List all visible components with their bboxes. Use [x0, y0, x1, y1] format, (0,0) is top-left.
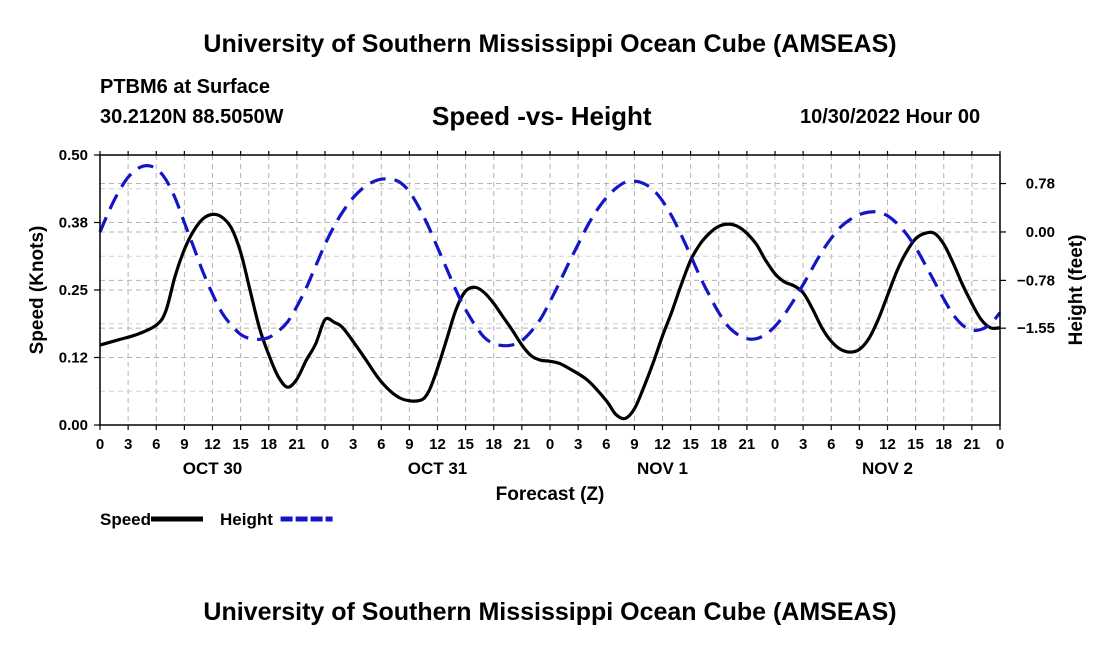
- x-day-label: OCT 30: [183, 459, 243, 478]
- x-tick-label: 0: [96, 436, 104, 453]
- x-tick-label: 9: [180, 436, 188, 453]
- chart-legend: Speed Height: [100, 510, 333, 529]
- x-tick-label: 12: [429, 436, 446, 453]
- legend-label-speed: Speed: [100, 510, 151, 529]
- x-tick-label: 12: [204, 436, 221, 453]
- x-tick-label: 3: [349, 436, 357, 453]
- x-tick-label: 3: [124, 436, 132, 453]
- x-tick-label: 6: [602, 436, 610, 453]
- y-left-tick-label: 0.50: [59, 147, 88, 164]
- x-tick-label: 12: [879, 436, 896, 453]
- x-day-label: NOV 2: [862, 459, 913, 478]
- x-tick-label: 21: [514, 436, 531, 453]
- x-tick-label: 12: [654, 436, 671, 453]
- x-tick-label: 0: [546, 436, 554, 453]
- x-tick-label: 0: [321, 436, 329, 453]
- chart-axes: 0 3 6 9 12 15 18 21 0 3 6 9 12 15 18 21 0 3 6 9 12 15 18 21 0 3 6 9…: [27, 147, 1087, 505]
- y-left-tick-label: 0.38: [59, 215, 88, 232]
- x-tick-label: 18: [935, 436, 952, 453]
- y-right-tick-label: −1.55: [1017, 320, 1055, 337]
- x-tick-label: 15: [682, 436, 699, 453]
- y-left-axis-title: Speed (Knots): [27, 226, 48, 355]
- x-tick-label: 9: [405, 436, 413, 453]
- y-left-tick-label: 0.12: [59, 350, 88, 367]
- chart-subtitle: Speed -vs- Height: [432, 101, 652, 131]
- x-tick-label: 15: [232, 436, 249, 453]
- chart-main-title: University of Southern Mississippi Ocean…: [203, 30, 897, 58]
- x-tick-label: 9: [630, 436, 638, 453]
- x-axis-title: Forecast (Z): [496, 484, 605, 505]
- forecast-datetime: 10/30/2022 Hour 00: [800, 106, 981, 128]
- series-line-height: [98, 164, 1002, 348]
- x-tick-label: 15: [457, 436, 474, 453]
- y-right-tick-label: 0.00: [1026, 224, 1055, 241]
- y-left-tick-label: 0.00: [59, 417, 88, 434]
- x-tick-label: 18: [260, 436, 277, 453]
- y-right-tick-label: −0.78: [1017, 272, 1055, 289]
- series-layer: [98, 164, 1002, 421]
- x-tick-label: 6: [377, 436, 385, 453]
- x-tick-label: 21: [964, 436, 981, 453]
- x-tick-label: 15: [907, 436, 924, 453]
- x-tick-label: 18: [710, 436, 727, 453]
- y-left-tick-label: 0.25: [59, 282, 88, 299]
- x-day-label: OCT 31: [408, 459, 468, 478]
- x-tick-label: 21: [289, 436, 306, 453]
- y-right-axis-title: Height (feet): [1066, 235, 1087, 346]
- x-tick-label: 6: [827, 436, 835, 453]
- chart-grid: [100, 155, 1000, 425]
- y-right-tick-label: 0.78: [1026, 176, 1055, 193]
- x-tick-label: 3: [799, 436, 807, 453]
- x-tick-label: 9: [855, 436, 863, 453]
- x-tick-label: 6: [152, 436, 160, 453]
- station-label: PTBM6 at Surface: [100, 76, 271, 98]
- legend-label-height: Height: [220, 510, 273, 529]
- x-tick-label: 0: [771, 436, 779, 453]
- chart-footer-title: University of Southern Mississippi Ocean…: [203, 598, 897, 626]
- x-tick-label: 3: [574, 436, 582, 453]
- x-day-label: NOV 1: [637, 459, 688, 478]
- station-coordinates: 30.2120N 88.5050W: [100, 106, 284, 128]
- x-tick-label: 21: [739, 436, 756, 453]
- series-line-speed: [99, 212, 1001, 421]
- x-tick-label: 0: [996, 436, 1004, 453]
- x-tick-label: 18: [485, 436, 502, 453]
